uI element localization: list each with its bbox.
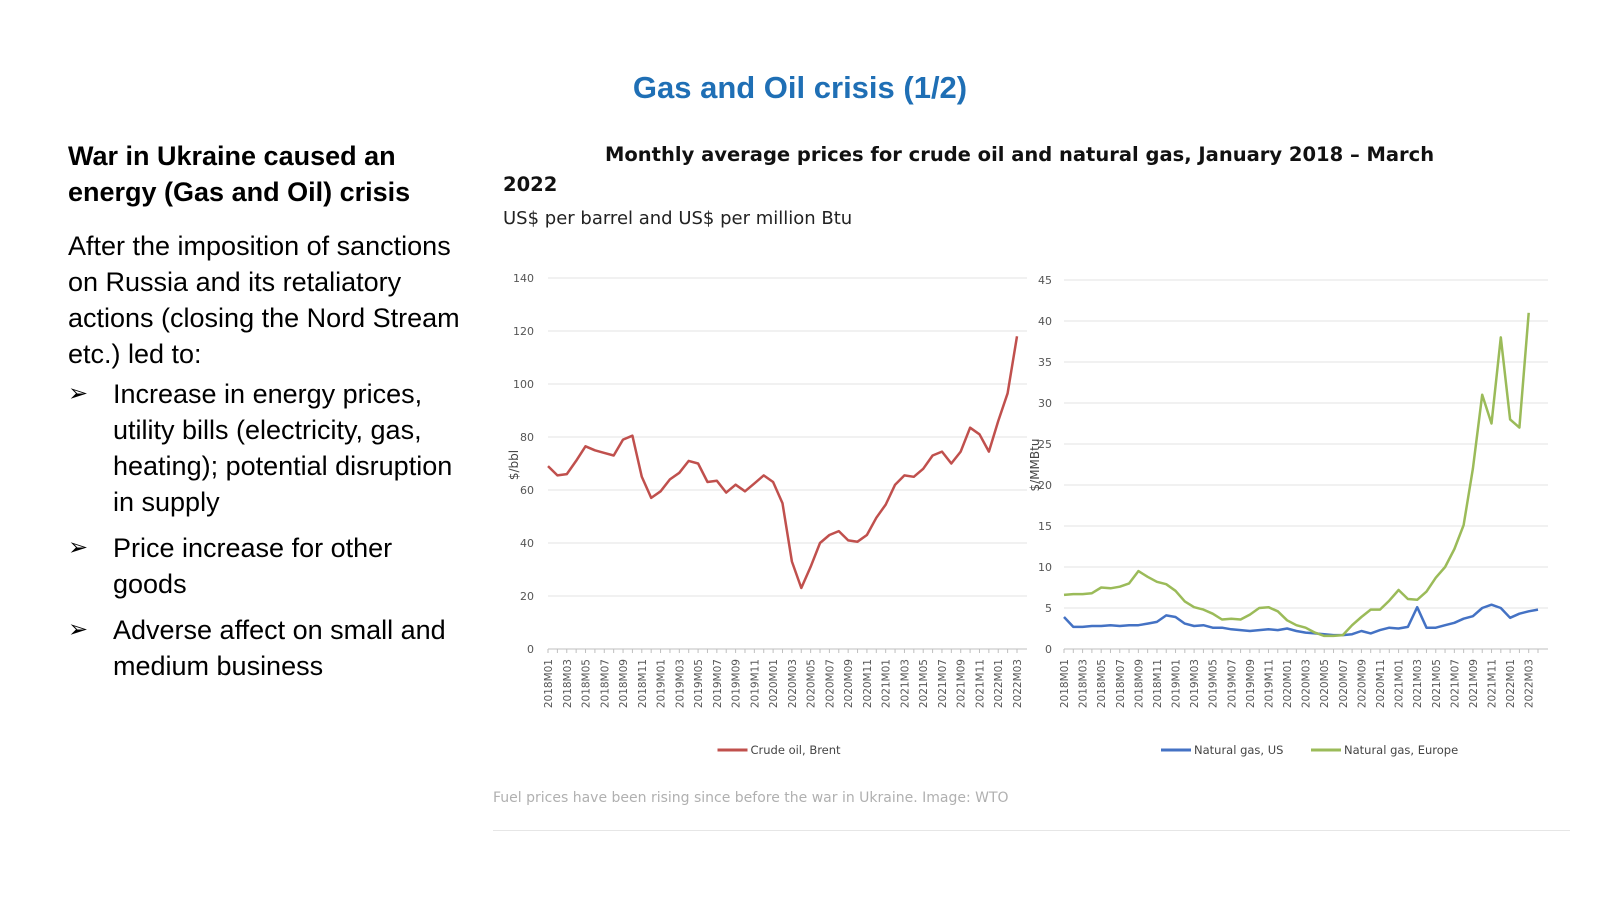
x-tick-label: 2020M03 <box>787 659 799 708</box>
x-tick-label: 2020M01 <box>1282 659 1294 708</box>
bullet-text: Adverse affect on small and medium busin… <box>113 615 446 681</box>
x-tick-label: 2022M01 <box>1505 659 1517 708</box>
x-tick-label: 2022M03 <box>1524 659 1536 708</box>
image-caption: Fuel prices have been rising since befor… <box>493 790 1009 806</box>
x-tick-label: 2019M05 <box>1208 659 1220 708</box>
legend-label: Natural gas, Europe <box>1344 743 1458 757</box>
bullet-text: Increase in energy prices, utility bills… <box>113 379 453 517</box>
x-tick-label: 2021M01 <box>881 659 893 708</box>
y-tick-label: 40 <box>520 537 534 550</box>
chart-title: Monthly average prices for crude oil and… <box>503 143 1435 196</box>
x-tick-label: 2020M09 <box>843 659 855 708</box>
x-tick-label: 2020M11 <box>1375 659 1387 708</box>
x-tick-label: 2022M03 <box>1012 659 1024 708</box>
y-tick-label: 40 <box>1038 315 1052 328</box>
x-tick-label: 2018M07 <box>1115 659 1127 708</box>
x-tick-label: 2020M09 <box>1356 659 1368 708</box>
arrow-bullet-icon: ➢ <box>68 380 89 407</box>
x-tick-label: 2020M01 <box>768 659 780 708</box>
y-tick-label: 25 <box>1038 438 1052 451</box>
y-tick-label: 15 <box>1038 520 1052 533</box>
x-tick-label: 2021M09 <box>956 659 968 708</box>
x-tick-label: 2020M05 <box>1319 659 1331 708</box>
x-tick-label: 2021M09 <box>1468 659 1480 708</box>
y-tick-label: 0 <box>527 643 534 656</box>
x-tick-label: 2018M03 <box>1078 659 1090 708</box>
bullet-item: ➢ Price increase for other goods <box>68 530 468 602</box>
x-tick-label: 2018M01 <box>543 659 555 708</box>
arrow-bullet-icon: ➢ <box>68 534 89 561</box>
chart-subtitle: US$ per barrel and US$ per million Btu <box>503 208 853 229</box>
series-line <box>1063 603 1539 637</box>
x-tick-label: 2021M07 <box>937 659 949 708</box>
x-tick-label: 2020M07 <box>1338 659 1350 708</box>
x-tick-label: 2018M11 <box>1152 659 1164 708</box>
x-tick-label: 2019M09 <box>731 659 743 708</box>
series-line <box>547 336 1019 590</box>
y-axis-label: $/MMBtu <box>1028 439 1042 492</box>
legend-label: Natural gas, US <box>1194 743 1283 757</box>
bullet-item: ➢ Adverse affect on small and medium bus… <box>68 612 468 684</box>
x-tick-label: 2021M11 <box>974 659 986 708</box>
x-tick-label: 2019M11 <box>1263 659 1275 708</box>
y-tick-label: 20 <box>520 590 534 603</box>
legend-label: Crude oil, Brent <box>751 743 842 757</box>
slide-heading: War in Ukraine caused an energy (Gas and… <box>68 141 411 207</box>
bullet-list: ➢ Increase in energy prices, utility bil… <box>68 376 468 684</box>
x-tick-label: 2019M09 <box>1245 659 1257 708</box>
x-tick-label: 2018M11 <box>637 659 649 708</box>
y-tick-label: 120 <box>513 325 534 338</box>
x-tick-label: 2021M01 <box>1394 659 1406 708</box>
x-tick-label: 2021M03 <box>899 659 911 708</box>
x-tick-label: 2019M01 <box>1171 659 1183 708</box>
x-tick-label: 2021M07 <box>1449 659 1461 708</box>
x-tick-label: 2020M03 <box>1301 659 1313 708</box>
x-tick-label: 2019M03 <box>674 659 686 708</box>
y-tick-label: 100 <box>513 378 534 391</box>
x-tick-label: 2018M09 <box>1133 659 1145 708</box>
x-tick-label: 2021M05 <box>1431 659 1443 708</box>
x-tick-label: 2019M11 <box>749 659 761 708</box>
x-tick-label: 2020M05 <box>806 659 818 708</box>
y-tick-label: 30 <box>1038 397 1052 410</box>
y-tick-label: 140 <box>513 272 534 285</box>
y-tick-label: 45 <box>1038 274 1052 287</box>
divider-line <box>493 830 1570 831</box>
x-tick-label: 2022M01 <box>993 659 1005 708</box>
x-tick-label: 2018M03 <box>562 659 574 708</box>
x-tick-label: 2018M07 <box>599 659 611 708</box>
x-tick-label: 2021M11 <box>1487 659 1499 708</box>
x-tick-label: 2018M01 <box>1059 659 1071 708</box>
x-tick-label: 2021M05 <box>918 659 930 708</box>
left-text-column: War in Ukraine caused an energy (Gas and… <box>68 138 468 694</box>
bullet-item: ➢ Increase in energy prices, utility bil… <box>68 376 468 520</box>
y-tick-label: 60 <box>520 484 534 497</box>
x-tick-label: 2019M07 <box>1226 659 1238 708</box>
y-tick-label: 0 <box>1045 643 1052 656</box>
y-tick-label: 35 <box>1038 356 1052 369</box>
x-tick-label: 2018M05 <box>1096 659 1108 708</box>
intro-text: After the imposition of sanctions on Rus… <box>68 231 460 369</box>
y-axis-label: $/bbl <box>507 450 521 480</box>
bullet-text: Price increase for other goods <box>113 533 393 599</box>
x-tick-label: 2019M03 <box>1189 659 1201 708</box>
x-tick-label: 2019M01 <box>656 659 668 708</box>
slide-title: Gas and Oil crisis (1/2) <box>632 70 968 105</box>
x-tick-label: 2020M07 <box>824 659 836 708</box>
x-tick-label: 2019M07 <box>712 659 724 708</box>
y-tick-label: 5 <box>1045 602 1052 615</box>
y-tick-label: 80 <box>520 431 534 444</box>
x-tick-label: 2018M05 <box>581 659 593 708</box>
x-tick-label: 2021M03 <box>1412 659 1424 708</box>
x-tick-label: 2019M05 <box>693 659 705 708</box>
series-line <box>1063 312 1530 638</box>
y-tick-label: 10 <box>1038 561 1052 574</box>
x-tick-label: 2020M11 <box>862 659 874 708</box>
arrow-bullet-icon: ➢ <box>68 616 89 643</box>
y-tick-label: 20 <box>1038 479 1052 492</box>
x-tick-label: 2018M09 <box>618 659 630 708</box>
